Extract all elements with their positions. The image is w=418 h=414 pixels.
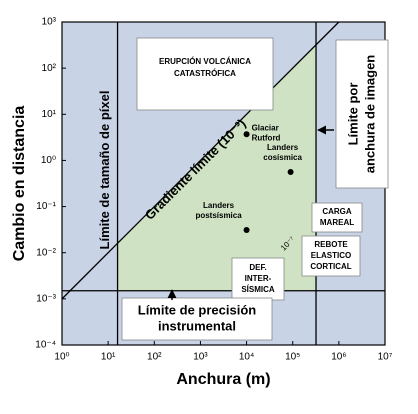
region-label: REBOTE [314, 240, 348, 249]
y-tick-label: 10⁻¹ [36, 201, 56, 212]
limit-box [335, 39, 389, 189]
region-box [231, 257, 285, 301]
x-tick-label: 10¹ [101, 352, 116, 363]
point-label: Rutford [252, 133, 281, 142]
y-tick-label: 10¹ [42, 109, 57, 120]
x-tick-label: 10⁶ [331, 352, 346, 363]
limit-box [121, 297, 273, 341]
region-label: CARGA [322, 207, 352, 216]
point-label: Glaciar [252, 123, 279, 132]
y-tick-label: 10⁻² [36, 247, 56, 258]
point-label: Landers [203, 201, 235, 210]
limit-label-group: Límite por anchura de imagen [345, 55, 377, 174]
y-tick-label: 10⁻⁴ [35, 340, 56, 351]
data-point [243, 227, 250, 234]
limit-label: instrumental [158, 318, 236, 333]
y-tick-label: 10² [42, 63, 57, 74]
x-tick-label: 10² [147, 352, 162, 363]
limit-label-group: Límite de tamaño de píxel [97, 91, 112, 250]
x-tick-label: 10⁷ [378, 352, 393, 363]
region-box [301, 235, 361, 277]
gradient-limit-line [61, 21, 340, 300]
data-point [243, 131, 250, 138]
data-point [287, 169, 294, 176]
region-label: MAREAL [320, 218, 354, 227]
limit-label: Límite por [345, 83, 360, 146]
point-label: cosísmica [263, 153, 302, 162]
x-tick-label: 10⁴ [239, 352, 254, 363]
y-tick-label: 10⁰ [41, 155, 56, 166]
y-tick-label: 10³ [42, 17, 57, 28]
y-axis-title: Cambio en distancia [11, 106, 28, 262]
region-label: SÍSMICA [241, 285, 275, 294]
region-label: CATASTRÓFICA [174, 69, 236, 78]
limit-label: anchura de imagen [362, 55, 377, 174]
x-tick-label: 10³ [193, 352, 208, 363]
region-label: ELASTICO [311, 251, 351, 260]
region-box [311, 202, 363, 233]
region-label: DEF. [249, 263, 266, 272]
region-label: INTER- [245, 274, 272, 283]
x-tick-label: 10⁰ [54, 352, 69, 363]
limit-label: Límite de tamaño de píxel [97, 91, 112, 250]
axis-title-group: Cambio en distancia [11, 106, 28, 262]
point-label: postsísmica [195, 211, 242, 220]
x-axis-title: Anchura (m) [176, 371, 270, 388]
point-label: Landers [267, 143, 299, 152]
region-label: CORTICAL [310, 262, 351, 271]
y-tick-label: 10⁻³ [36, 293, 56, 304]
x-tick-label: 10⁵ [285, 352, 300, 363]
region-box [136, 37, 274, 111]
limit-label: Límite de precisión [138, 302, 257, 317]
region-label: ERUPCIÓN VOLCÁNICA [159, 57, 251, 66]
